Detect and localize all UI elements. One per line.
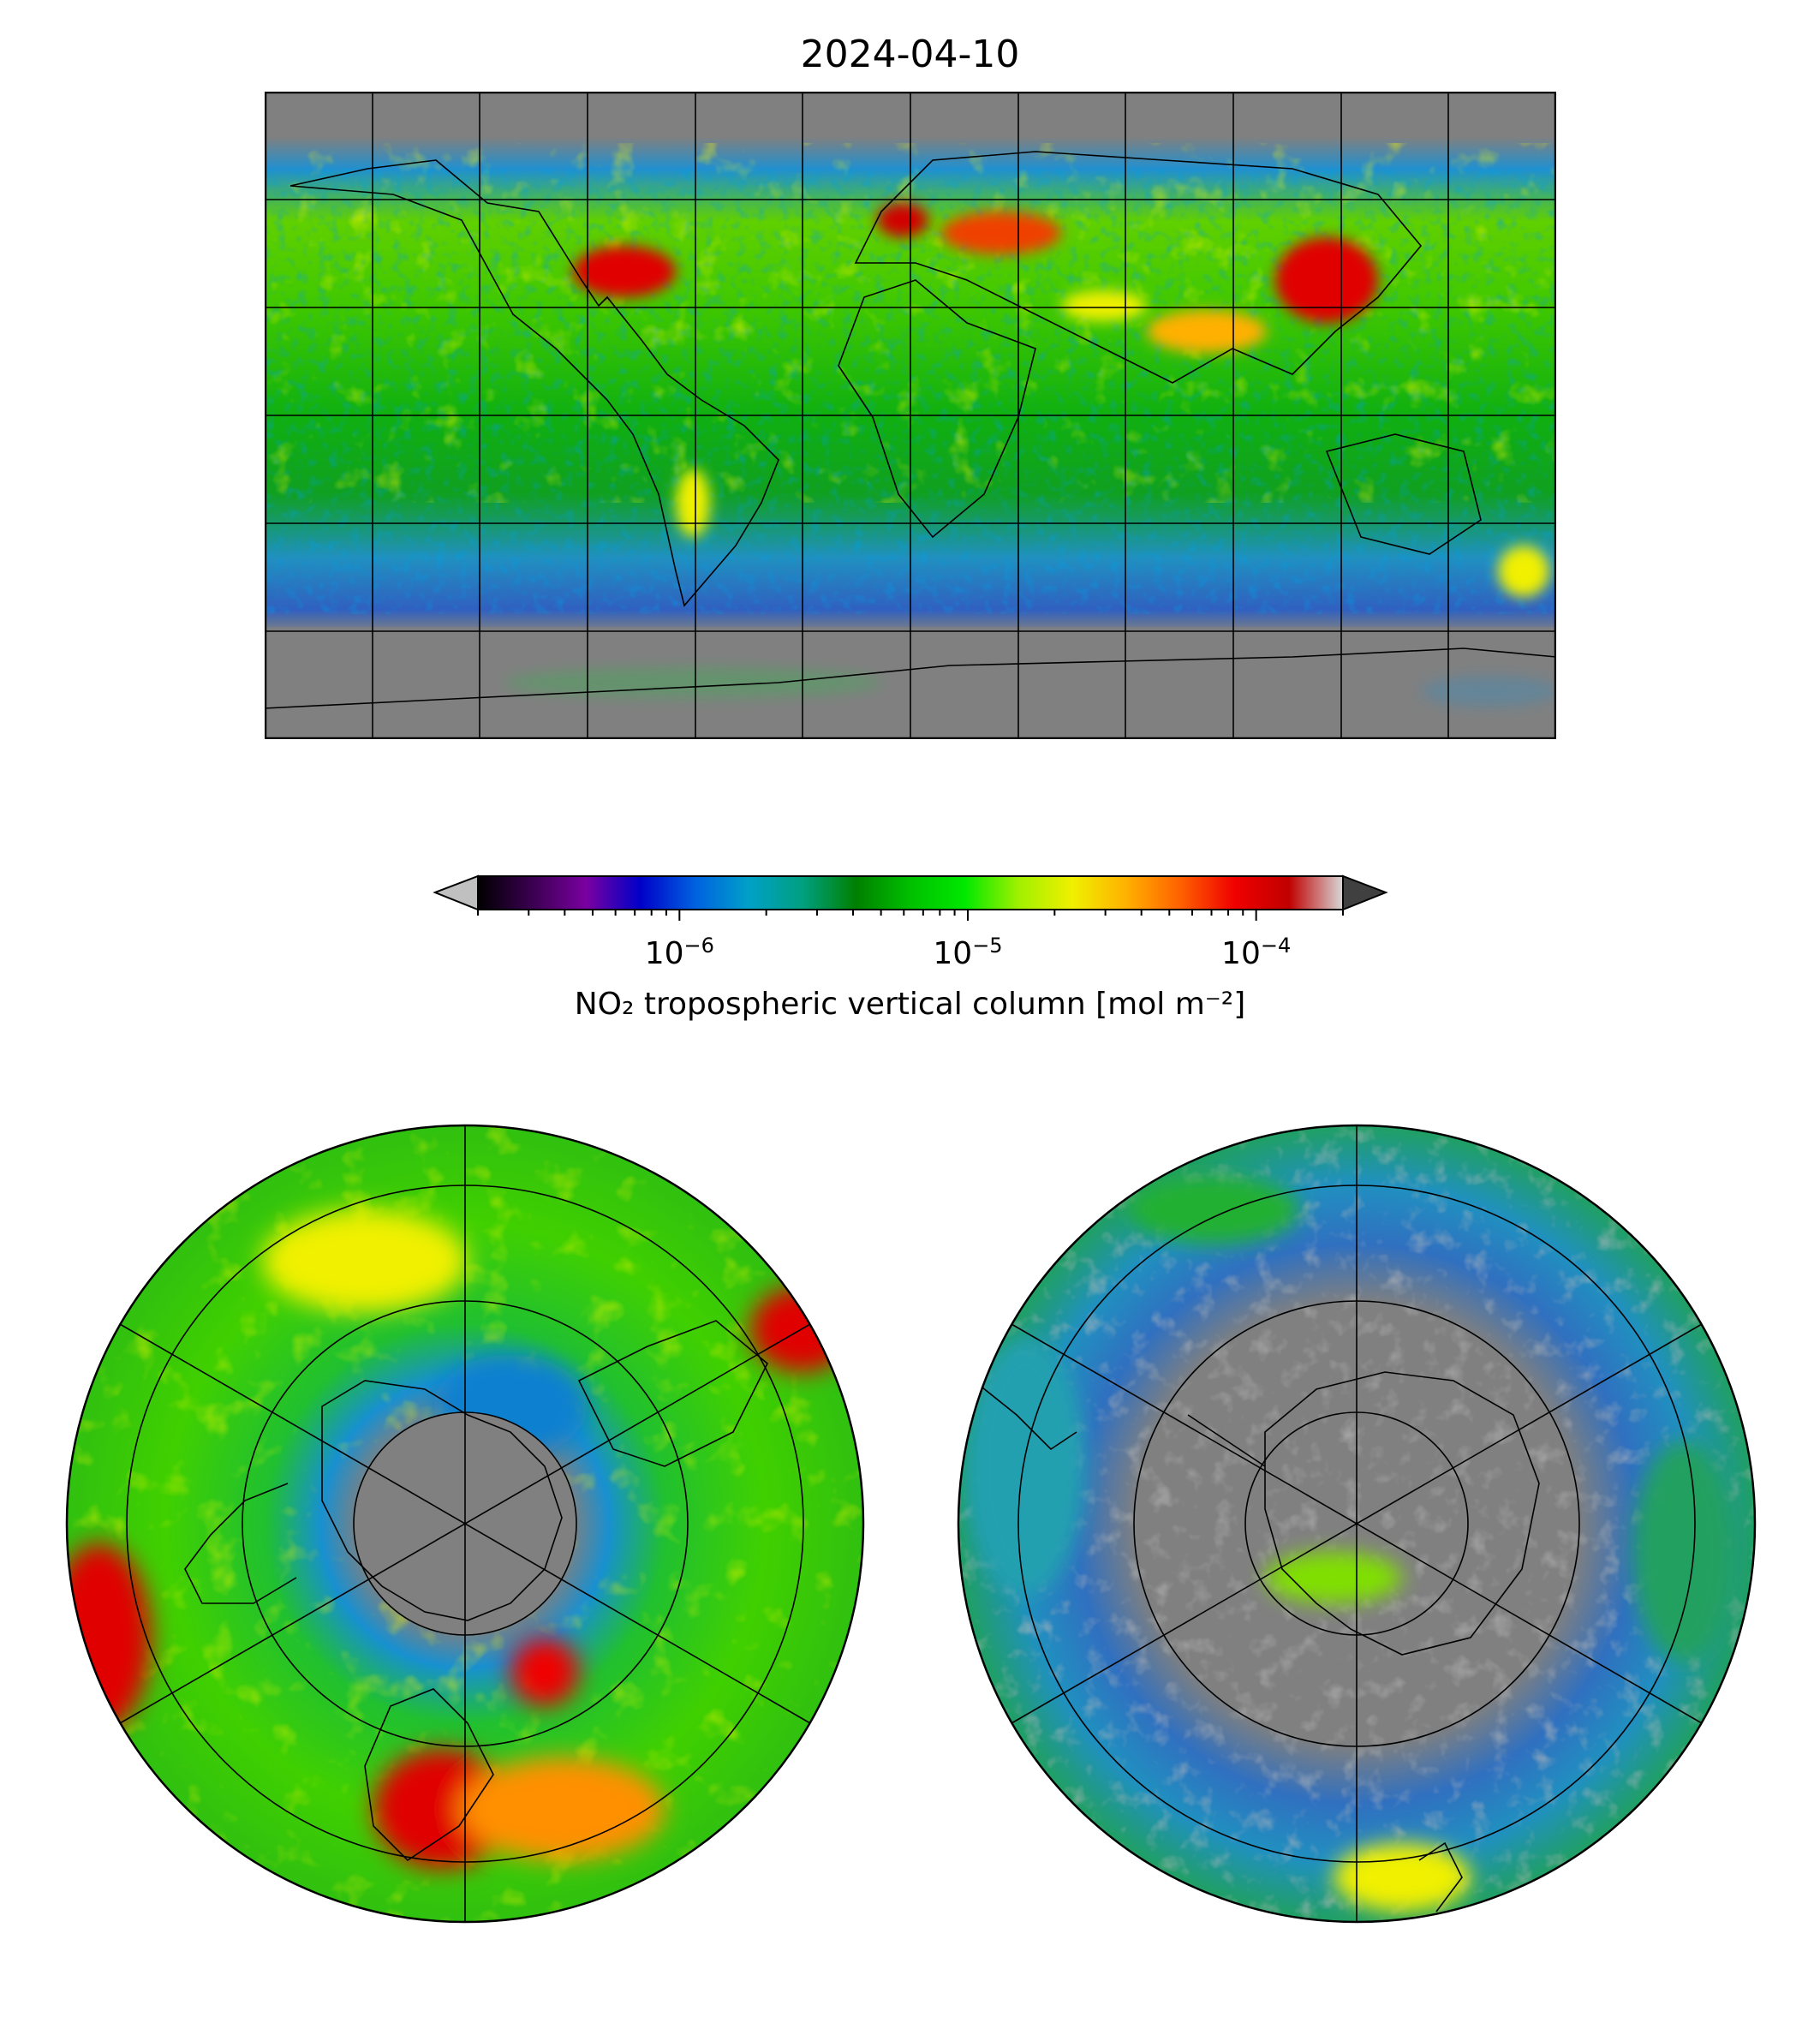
global-map bbox=[265, 92, 1556, 739]
north-graticule bbox=[119, 1125, 811, 1922]
south-coastlines bbox=[973, 1371, 1540, 1913]
colorbar-gradient bbox=[477, 875, 1344, 910]
south-graticule bbox=[1011, 1125, 1703, 1922]
graticule bbox=[265, 92, 1556, 739]
colorbar-label: NO₂ tropospheric vertical column [mol m⁻… bbox=[574, 987, 1246, 1022]
colorbar bbox=[433, 874, 1388, 921]
figure-title: 2024-04-10 bbox=[800, 33, 1020, 76]
colorbar-tick-label: 10−4 bbox=[1221, 934, 1292, 971]
colorbar-over-extension bbox=[1342, 874, 1388, 911]
north-polar-map bbox=[65, 1124, 865, 1924]
south-polar-map bbox=[957, 1124, 1757, 1924]
colorbar-under-extension bbox=[433, 874, 479, 911]
colorbar-tick-label: 10−5 bbox=[933, 934, 1003, 971]
coastlines bbox=[265, 151, 1556, 709]
colorbar-tick-label: 10−6 bbox=[644, 934, 714, 971]
